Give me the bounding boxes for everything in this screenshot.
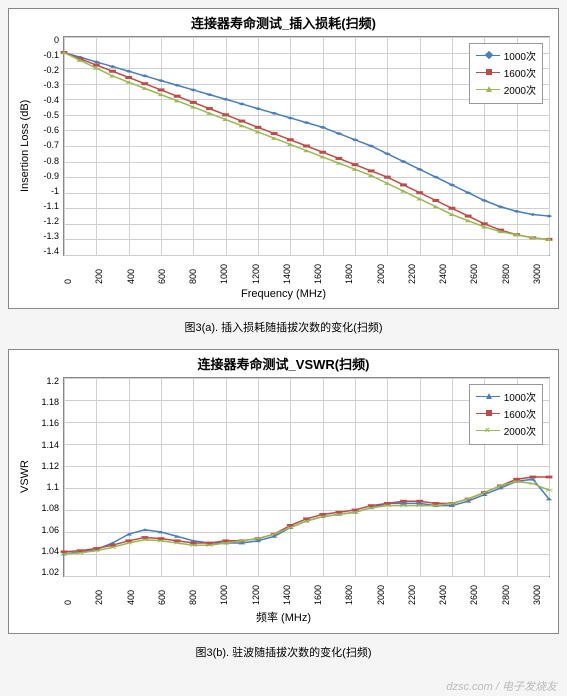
ytick-label: -0.9 <box>33 172 59 181</box>
chart2-body: VSWR 1.21.181.161.141.121.11.081.061.041… <box>17 377 550 577</box>
ytick-label: 1.12 <box>33 462 59 471</box>
xtick-label: 1600 <box>313 577 323 605</box>
ytick-label: 1.2 <box>33 377 59 386</box>
chart1-xlabel: Frequency (MHz) <box>17 288 550 300</box>
ytick-label: 1.14 <box>33 441 59 450</box>
legend-item: 1000次 <box>476 48 536 63</box>
xtick-label: 0 <box>63 256 73 284</box>
ytick-label: 1.04 <box>33 547 59 556</box>
legend-label: 1000次 <box>504 48 536 63</box>
chart1-caption: 图3(a). 插入损耗随插拔次数的变化(扫频) <box>8 319 559 335</box>
xtick-label: 2000 <box>376 256 386 284</box>
legend-label: 1600次 <box>504 406 536 421</box>
legend-label: 1000次 <box>504 389 536 404</box>
ytick-label: -1.2 <box>33 217 59 226</box>
xtick-label: 400 <box>126 256 136 284</box>
xtick-label: 1600 <box>313 256 323 284</box>
legend-item: ×2000次 <box>476 423 536 438</box>
ytick-label: -1.3 <box>33 232 59 241</box>
xtick-label: 2400 <box>438 256 448 284</box>
legend-item: 2000次 <box>476 82 536 97</box>
xtick-label: 2800 <box>501 577 511 605</box>
xtick-label: 1400 <box>282 256 292 284</box>
chart1-body: Insertion Loss (dB) 0 -0.1 -0.2 -0.3 -0.4 -0.… <box>17 36 550 256</box>
xtick-label: 3000 <box>532 256 542 284</box>
ytick-label: -0.2 <box>33 66 59 75</box>
chart1-legend: 1000次 1600次 2000次 <box>469 43 543 104</box>
xtick-label: 1800 <box>344 256 354 284</box>
chart1-plot-area: 1000次 1600次 2000次 <box>63 36 550 256</box>
ytick-label: 1.1 <box>33 483 59 492</box>
ytick-label: 1.08 <box>33 504 59 513</box>
legend-label: 2000次 <box>504 82 536 97</box>
xtick-label: 800 <box>188 577 198 605</box>
chart2-plot-area: 1000次 1600次 ×2000次 <box>63 377 550 577</box>
legend-item: 1600次 <box>476 406 536 421</box>
xtick-label: 2400 <box>438 577 448 605</box>
insertion-loss-chart-container: 连接器寿命测试_插入损耗(扫频) Insertion Loss (dB) 0 -0… <box>8 8 559 309</box>
xtick-label: 1200 <box>251 256 261 284</box>
chart1-xticks: 0 200 400 600 800 1000 1200 1400 1600 1800 2000 220… <box>63 256 542 284</box>
xtick-label: 0 <box>63 577 73 605</box>
legend-label: 2000次 <box>504 423 536 438</box>
xtick-label: 2000 <box>376 577 386 605</box>
chart1-yticks: 0 -0.1 -0.2 -0.3 -0.4 -0.5 -0.6 -0.7 -0.8 -0.9 -1 -… <box>33 36 63 256</box>
ytick-label: 1.18 <box>33 398 59 407</box>
ytick-label: -0.8 <box>33 157 59 166</box>
ytick-label: -0.6 <box>33 126 59 135</box>
chart1-ylabel: Insertion Loss (dB) <box>17 36 33 256</box>
chart2-title: 连接器寿命测试_VSWR(扫频) <box>17 354 550 373</box>
xtick-label: 3000 <box>532 577 542 605</box>
ytick-label: -0.5 <box>33 111 59 120</box>
xtick-label: 2600 <box>469 256 479 284</box>
xtick-label: 1000 <box>219 577 229 605</box>
xtick-label: 400 <box>126 577 136 605</box>
xtick-label: 1400 <box>282 577 292 605</box>
legend-label: 1600次 <box>504 65 536 80</box>
xtick-label: 1000 <box>219 256 229 284</box>
ytick-label: 0 <box>33 36 59 45</box>
ytick-label: -1.4 <box>33 247 59 256</box>
chart2-xticks: 0 200 400 600 800 1000 1200 1400 1600 1800 2000 220… <box>63 577 542 605</box>
xtick-label: 2600 <box>469 577 479 605</box>
ytick-label: -1.1 <box>33 202 59 211</box>
ytick-label: -0.7 <box>33 141 59 150</box>
xtick-label: 200 <box>94 256 104 284</box>
vswr-chart-container: 连接器寿命测试_VSWR(扫频) VSWR 1.2 1.18 1.16 1.14 1.1… <box>8 349 559 634</box>
ytick-label: -0.3 <box>33 81 59 90</box>
chart2-xlabel: 频率 (MHz) <box>17 609 550 625</box>
legend-item: 1000次 <box>476 389 536 404</box>
chart1-title: 连接器寿命测试_插入损耗(扫频) <box>17 13 550 32</box>
ytick-label: 1.02 <box>33 568 59 577</box>
xtick-label: 2200 <box>407 577 417 605</box>
xtick-label: 1200 <box>251 577 261 605</box>
xtick-label: 1800 <box>344 577 354 605</box>
ytick-label: 1.16 <box>33 419 59 428</box>
ytick-label: -0.4 <box>33 96 59 105</box>
xtick-label: 600 <box>157 577 167 605</box>
legend-item: 1600次 <box>476 65 536 80</box>
ytick-label: 1.06 <box>33 526 59 535</box>
xtick-label: 200 <box>94 577 104 605</box>
xtick-label: 2200 <box>407 256 417 284</box>
ytick-label: -1 <box>33 187 59 196</box>
xtick-label: 600 <box>157 256 167 284</box>
watermark-text: dzsc.com / 电子发烧友 <box>446 678 557 694</box>
chart2-legend: 1000次 1600次 ×2000次 <box>469 384 543 445</box>
xtick-label: 2800 <box>501 256 511 284</box>
ytick-label: -0.1 <box>33 51 59 60</box>
xtick-label: 800 <box>188 256 198 284</box>
chart2-yticks: 1.2 1.18 1.16 1.14 1.12 1.1 1.08 1.06 1.04 1.02 <box>33 377 63 577</box>
chart2-ylabel: VSWR <box>17 377 33 577</box>
chart2-caption: 图3(b). 驻波随插拔次数的变化(扫频) <box>8 644 559 660</box>
